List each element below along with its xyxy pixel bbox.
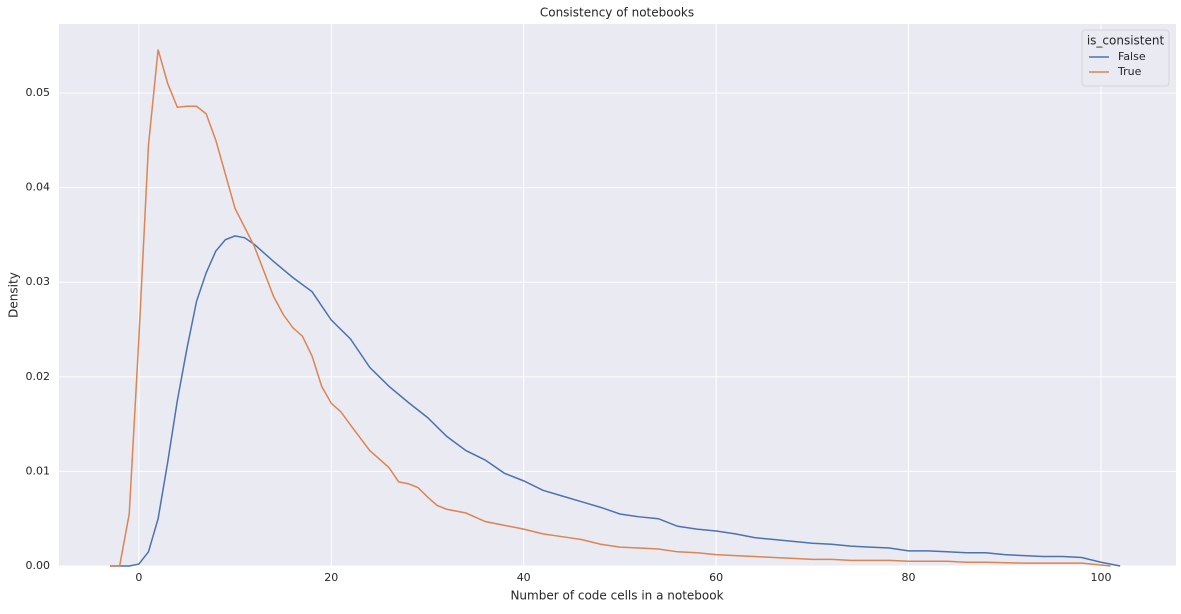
x-tick-label: 80 [902, 571, 916, 584]
y-tick-label: 0.01 [26, 464, 51, 477]
y-tick-label: 0.05 [26, 86, 51, 99]
x-tick-label: 0 [135, 571, 142, 584]
legend-title: is_consistent [1087, 34, 1165, 48]
y-tick-label: 0.00 [26, 559, 51, 572]
legend-label: True [1117, 65, 1142, 78]
x-tick-label: 100 [1090, 571, 1111, 584]
y-tick-label: 0.03 [26, 275, 51, 288]
plot-area [59, 24, 1176, 566]
x-axis-label: Number of code cells in a notebook [510, 589, 723, 603]
legend: is_consistent False True [1081, 29, 1170, 87]
x-tick-label: 20 [324, 571, 338, 584]
x-tick-label: 60 [709, 571, 723, 584]
series-line [109, 235, 1121, 567]
y-tick-label: 0.04 [26, 181, 51, 194]
legend-label: False [1118, 50, 1146, 63]
lines [109, 49, 1121, 567]
grid [59, 24, 1176, 567]
y-tick-label: 0.02 [26, 370, 51, 383]
chart-title: Consistency of notebooks [540, 6, 694, 20]
series-line [109, 49, 1111, 567]
x-tick-label: 40 [517, 571, 531, 584]
y-axis-label: Density [7, 272, 21, 318]
